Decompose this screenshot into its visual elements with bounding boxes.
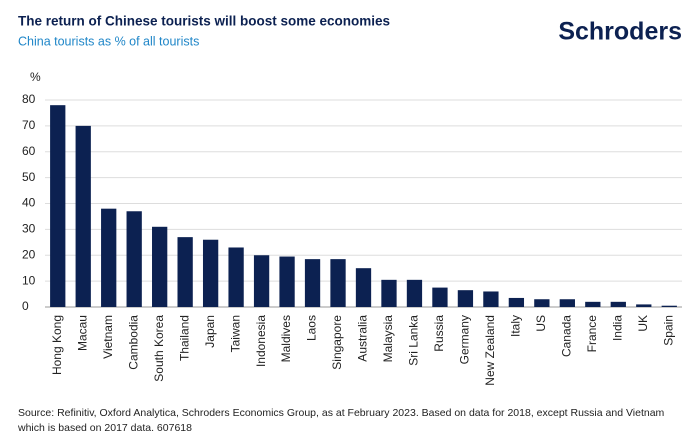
- x-tick-label: New Zealand: [483, 315, 497, 386]
- y-axis-label: %: [30, 70, 41, 84]
- x-tick-label: Maldives: [279, 315, 293, 362]
- x-tick-label: Russia: [432, 315, 446, 352]
- bar: [432, 287, 448, 307]
- source-note: Source: Refinitiv, Oxford Analytica, Sch…: [18, 407, 665, 434]
- bar: [457, 290, 474, 307]
- x-tick-label: Vietnam: [101, 315, 115, 359]
- x-tick-label: Canada: [560, 315, 574, 357]
- bar: [636, 304, 652, 307]
- bar: [534, 299, 550, 307]
- bar: [228, 247, 244, 307]
- y-tick-label: 10: [22, 273, 36, 287]
- x-tick-label: Italy: [509, 315, 523, 337]
- y-tick-label: 50: [22, 170, 36, 184]
- x-tick-label: UK: [636, 315, 650, 332]
- bar: [152, 226, 168, 307]
- x-tick-label: Malaysia: [381, 315, 395, 363]
- bar: [304, 259, 321, 307]
- bar: [508, 297, 525, 307]
- bar: [177, 237, 193, 307]
- x-tick-label: Singapore: [330, 315, 344, 370]
- x-tick-label: Australia: [356, 315, 370, 362]
- x-tick-label: France: [585, 315, 599, 353]
- bar: [483, 291, 499, 307]
- bar: [202, 239, 219, 307]
- bar: [75, 125, 91, 307]
- bar: [279, 256, 295, 307]
- x-tick-label: Japan: [203, 315, 217, 348]
- bar: [585, 301, 601, 307]
- y-tick-label: 70: [22, 118, 36, 132]
- bar: [101, 208, 117, 307]
- x-tick-label: India: [610, 315, 624, 341]
- x-tick-label: Cambodia: [126, 315, 140, 370]
- x-tick-label: US: [534, 315, 548, 332]
- x-tick-label: Sri Lanka: [407, 315, 421, 366]
- bar: [559, 299, 575, 307]
- x-tick-label: Macau: [75, 315, 89, 351]
- bar: [661, 305, 677, 307]
- bar: [381, 279, 397, 307]
- y-tick-label: 40: [22, 196, 36, 210]
- y-tick-label: 80: [22, 92, 36, 106]
- bar: [610, 301, 626, 307]
- x-tick-label: Taiwan: [228, 315, 242, 352]
- chart-title: The return of Chinese tourists will boos…: [18, 14, 390, 29]
- bar: [50, 105, 66, 307]
- brand-logo: Schroders: [558, 18, 682, 46]
- x-tick-label: Laos: [305, 315, 319, 341]
- y-tick-label: 60: [22, 144, 36, 158]
- x-tick-label: Germany: [458, 315, 472, 364]
- y-tick-label: 20: [22, 247, 36, 261]
- x-tick-label: Indonesia: [254, 315, 268, 367]
- chart-subtitle: China tourists as % of all tourists: [18, 34, 199, 48]
- x-tick-label: Spain: [661, 315, 675, 346]
- x-tick-label: Hong Kong: [50, 315, 64, 375]
- bar: [355, 268, 372, 307]
- x-tick-label: South Korea: [152, 315, 166, 382]
- bar: [330, 259, 346, 307]
- bar: [126, 211, 142, 307]
- x-tick-label: Thailand: [177, 315, 191, 361]
- y-tick-label: 30: [22, 222, 36, 236]
- y-tick-label: 0: [22, 299, 29, 313]
- bar: [406, 279, 423, 307]
- bar: [253, 255, 270, 307]
